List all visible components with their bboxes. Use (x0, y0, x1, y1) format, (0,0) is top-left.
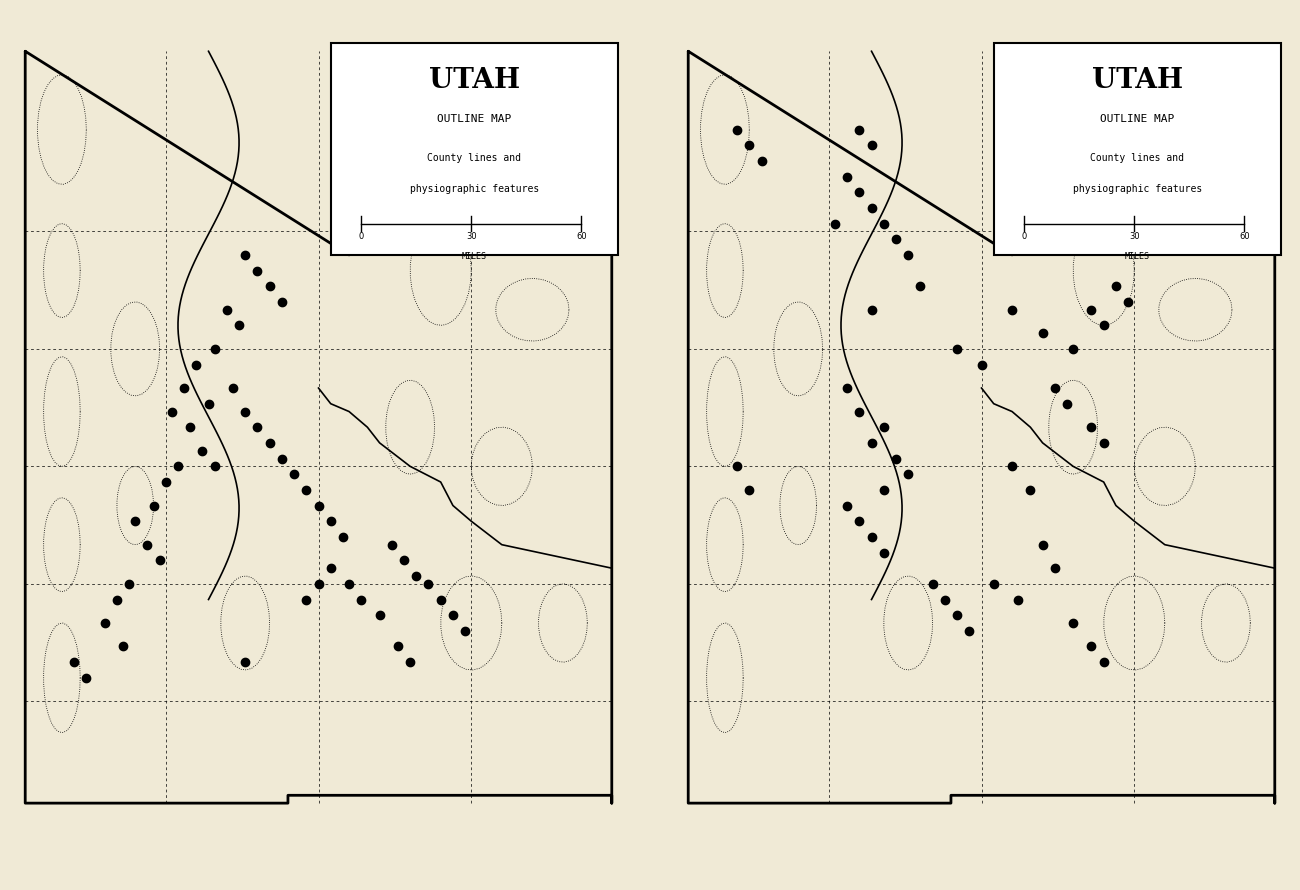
Text: UTAH: UTAH (429, 67, 520, 94)
Text: 30: 30 (465, 232, 477, 241)
Text: County lines and: County lines and (428, 153, 521, 163)
Text: 60: 60 (576, 232, 586, 241)
Text: OUTLINE MAP: OUTLINE MAP (437, 114, 511, 124)
Text: 60: 60 (1239, 232, 1249, 241)
Text: OUTLINE MAP: OUTLINE MAP (1100, 114, 1174, 124)
Bar (330, 44, 618, 255)
Text: physiographic features: physiographic features (410, 184, 540, 194)
Text: MILES: MILES (462, 252, 486, 261)
Text: physiographic features: physiographic features (1072, 184, 1202, 194)
Text: 0: 0 (359, 232, 364, 241)
Text: 0: 0 (1022, 232, 1027, 241)
Text: County lines and: County lines and (1091, 153, 1184, 163)
Text: 30: 30 (1128, 232, 1140, 241)
Bar (993, 44, 1280, 255)
Text: MILES: MILES (1124, 252, 1149, 261)
Text: UTAH: UTAH (1092, 67, 1183, 94)
